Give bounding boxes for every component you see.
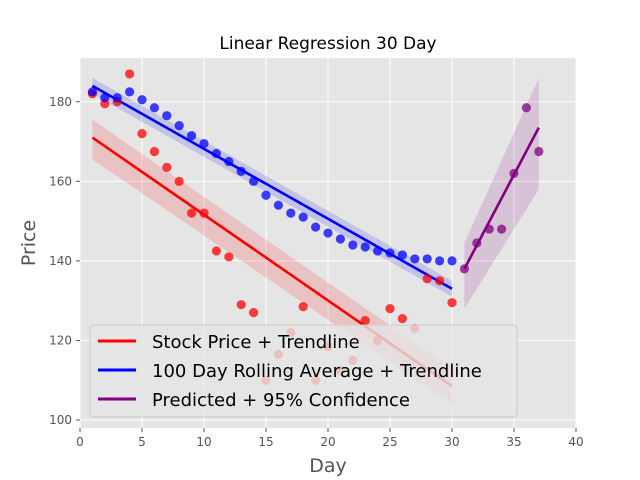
data-point [484,224,494,234]
legend-label: 100 Day Rolling Average + Trendline [152,361,482,382]
legend-label: Predicted + 95% Confidence [152,390,410,411]
data-point [112,93,122,103]
data-point [187,208,197,218]
data-points [87,69,544,385]
data-point [261,190,271,200]
data-point [521,103,532,113]
chart-title: Linear Regression 30 Day [219,34,436,54]
data-point [472,238,482,248]
data-point [174,176,184,186]
data-point [459,264,469,274]
data-point [360,315,370,326]
data-point [211,148,221,159]
data-point [125,69,135,79]
y-axis-label: Price [18,220,40,266]
data-point [100,93,110,103]
confidence-band-2 [464,77,539,309]
x-tick-label: 35 [506,435,521,449]
data-point [447,298,457,308]
data-point [311,222,321,232]
legend-box [89,324,518,418]
x-axis-label: Day [309,455,347,477]
legend: Stock Price + Trendline 100 Day Rolling A… [89,324,518,418]
data-point [236,300,246,310]
data-point [286,208,296,218]
data-point [534,146,544,157]
x-tick-label: 15 [258,435,273,449]
data-point [435,276,445,286]
data-point [87,87,97,97]
data-point [323,228,333,238]
data-point [162,162,172,173]
y-tick-label: 160 [49,174,72,188]
data-point [435,256,445,266]
legend-label: Stock Price + Trendline [152,332,360,353]
data-point [298,302,308,312]
data-point [410,254,420,264]
data-point [249,308,259,318]
data-point [149,146,159,157]
data-point [397,250,407,260]
data-point [373,246,383,256]
x-tick-label: 5 [138,435,146,449]
x-ticks: 0 5 10 15 20 25 30 35 40 [76,428,584,449]
data-point [422,274,432,284]
x-tick-label: 30 [444,435,459,449]
data-point [497,224,507,234]
data-point [397,313,407,324]
data-point [137,95,147,105]
y-tick-label: 180 [49,95,72,109]
data-point [174,121,184,131]
data-point [360,242,370,252]
data-point [236,166,246,176]
data-point [422,254,432,264]
x-tick-label: 25 [382,435,397,449]
data-point [137,128,147,139]
y-tick-label: 100 [49,413,72,427]
x-tick-label: 40 [568,435,583,449]
data-point [348,240,358,250]
data-point [125,87,135,97]
data-point [335,234,345,244]
data-point [224,252,234,262]
data-point [249,176,259,186]
data-point [199,208,209,218]
y-ticks: 100 120 140 160 180 [49,95,80,427]
data-point [298,212,308,222]
y-tick-label: 120 [49,333,72,347]
data-point [385,304,395,314]
data-point [149,103,159,113]
data-point [162,111,172,121]
data-point [447,256,457,266]
data-point [187,130,197,141]
data-point [224,156,234,167]
data-point [273,200,283,210]
y-tick-label: 140 [49,254,72,268]
data-point [509,168,519,178]
x-tick-label: 10 [196,435,211,449]
data-point [199,138,209,149]
data-point [385,248,395,258]
x-tick-label: 0 [76,435,84,449]
x-tick-label: 20 [320,435,335,449]
data-point [211,246,221,256]
